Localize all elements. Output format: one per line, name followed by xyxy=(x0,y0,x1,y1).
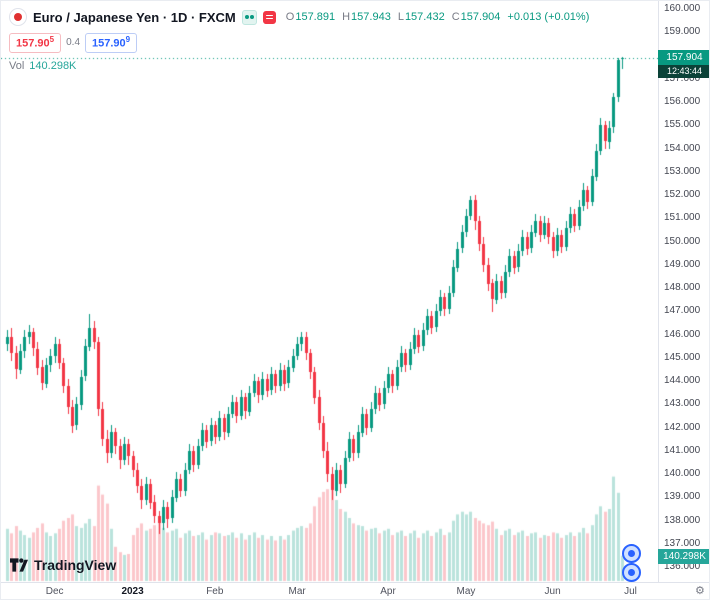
price-tick-label: 146.000 xyxy=(664,328,701,340)
price-tick-label: 143.000 xyxy=(664,398,701,410)
open-value: 157.891 xyxy=(295,11,336,23)
price-tick-label: 151.000 xyxy=(664,212,701,224)
price-tick-label: 154.000 xyxy=(664,142,701,154)
floating-action-button-top[interactable] xyxy=(622,544,641,563)
price-tick-label: 153.000 xyxy=(664,165,701,177)
blue-dot-icon xyxy=(628,569,635,576)
price-tick-label: 145.000 xyxy=(664,351,701,363)
time-tick-label: May xyxy=(456,586,476,597)
symbol-title[interactable]: Euro / Japanese Yen · 1D · FXCM xyxy=(33,9,236,25)
bar-icon xyxy=(265,17,273,20)
floating-action-button-bottom[interactable] xyxy=(622,563,641,582)
blue-dot-icon xyxy=(628,550,635,557)
price-tick-label: 150.000 xyxy=(664,235,701,247)
volume-value: 140.298K xyxy=(29,59,77,72)
bar-countdown-badge: 12:43:44 xyxy=(658,65,709,78)
buy-price: 157.90 xyxy=(92,37,126,50)
market-status-icon[interactable] xyxy=(241,9,257,25)
low-value: 157.432 xyxy=(404,11,445,23)
volume-legend-row: Vol 140.298K xyxy=(9,60,589,72)
time-tick-label: Dec xyxy=(45,586,64,597)
open-label: O xyxy=(285,11,295,23)
price-tick-label: 152.000 xyxy=(664,189,701,201)
notifications-icon[interactable] xyxy=(262,10,276,24)
time-tick-label: Feb xyxy=(206,586,224,597)
sell-price-button[interactable]: 157.905 xyxy=(9,33,62,53)
price-tick-label: 157.000 xyxy=(664,72,701,84)
price-tick-label: 149.000 xyxy=(664,258,701,270)
volume-label: Vol xyxy=(9,59,25,72)
dot-icon xyxy=(249,15,254,19)
ohlc-values: O 157.891 H 157.943 L 157.432 C 157.904 +0.0… xyxy=(286,11,590,23)
japan-flag-dot-icon xyxy=(14,13,22,21)
buy-price-button[interactable]: 157.909 xyxy=(85,33,138,53)
close-value: 157.904 xyxy=(460,11,501,23)
time-tick-label: Apr xyxy=(380,586,396,597)
close-label: C xyxy=(451,11,460,23)
price-tick-label: 136.000 xyxy=(664,561,701,573)
legend: Euro / Japanese Yen · 1D · FXCM O 157.891… xyxy=(9,8,589,72)
sell-price-pip: 5 xyxy=(49,35,55,44)
symbol-logo-icon[interactable] xyxy=(9,8,27,26)
time-tick-label: Jun xyxy=(544,586,561,597)
price-tick-label: 142.000 xyxy=(664,421,701,433)
price-tick-label: 155.000 xyxy=(664,119,701,131)
time-tick-label: Jul xyxy=(624,586,637,597)
spread-value: 0.4 xyxy=(66,37,81,49)
price-tick-label: 140.000 xyxy=(664,468,701,480)
price-tick-label: 138.000 xyxy=(664,514,701,526)
bid-ask-row: 157.905 0.4 157.909 xyxy=(9,33,589,53)
volume-badge: 140.298K xyxy=(658,549,709,564)
axis-settings-gear-icon[interactable]: ⚙ xyxy=(695,585,705,597)
tradingview-logo-text: TradingView xyxy=(34,557,117,573)
last-price-badge: 157.904 xyxy=(658,50,709,65)
high-value: 157.943 xyxy=(351,11,391,23)
price-tick-label: 148.000 xyxy=(664,282,701,294)
price-tick-label: 139.000 xyxy=(664,491,701,503)
price-tick-label: 141.000 xyxy=(664,444,701,456)
change-value: +0.013 (+0.01%) xyxy=(507,11,590,23)
price-tick-label: 147.000 xyxy=(664,305,701,317)
bar-icon xyxy=(265,14,273,17)
legend-title-row: Euro / Japanese Yen · 1D · FXCM O 157.891… xyxy=(9,8,589,26)
price-tick-label: 160.000 xyxy=(664,3,701,14)
price-axis[interactable]: 160.000159.000158.000157.000156.000155.0… xyxy=(658,1,709,582)
price-tick-label: 159.000 xyxy=(664,26,701,38)
tradingview-mark-icon xyxy=(10,558,28,572)
dot-icon xyxy=(244,15,249,19)
time-tick-label: Mar xyxy=(288,586,306,597)
buy-price-pip: 9 xyxy=(125,35,131,44)
time-tick-label: 2023 xyxy=(121,586,144,597)
price-tick-label: 137.000 xyxy=(664,537,701,549)
sell-price: 157.90 xyxy=(16,37,50,50)
price-tick-label: 144.000 xyxy=(664,375,701,387)
price-tick-label: 156.000 xyxy=(664,96,701,108)
tradingview-logo[interactable]: TradingView xyxy=(10,557,116,573)
time-axis[interactable]: Dec 2023 Feb Mar Apr May Jun Jul xyxy=(1,582,709,599)
low-label: L xyxy=(397,11,404,23)
high-label: H xyxy=(342,11,351,23)
